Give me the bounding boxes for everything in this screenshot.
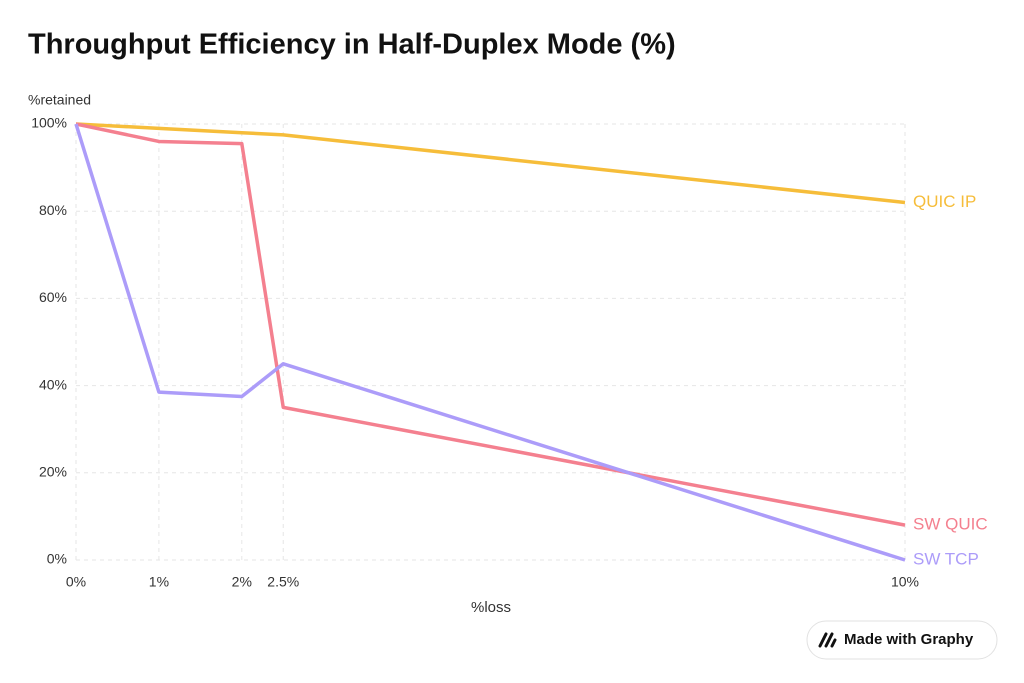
series-label: QUIC IP — [913, 192, 976, 211]
series-label: SW TCP — [913, 549, 979, 568]
series-line — [74, 123, 906, 562]
series-line — [75, 122, 906, 527]
y-tick-label: 0% — [47, 551, 67, 567]
y-tick-label: 60% — [39, 289, 67, 305]
chart-title: Throughput Efficiency in Half-Duplex Mod… — [28, 29, 676, 61]
y-tick-label: 40% — [39, 376, 67, 392]
badge[interactable]: Made with Graphy — [806, 620, 998, 660]
x-tick-label: 0% — [66, 574, 86, 590]
y-tick-label: 100% — [31, 115, 67, 131]
x-tick-label: 10% — [891, 574, 919, 590]
badge-text[interactable]: Made with Graphy — [844, 631, 974, 648]
y-tick-label: 20% — [39, 464, 67, 480]
x-tick-label: 2% — [232, 574, 252, 590]
x-tick-label: 2.5% — [267, 574, 299, 590]
y-tick-label: 80% — [39, 202, 67, 218]
y-axis-label: %retained — [28, 92, 91, 108]
series-line — [75, 122, 906, 205]
x-tick-label: 1% — [149, 574, 169, 590]
badge-box[interactable] — [806, 620, 998, 660]
x-axis-label: %loss — [471, 599, 511, 616]
series-label: SW QUIC — [913, 515, 988, 534]
badge-icon — [818, 632, 837, 648]
